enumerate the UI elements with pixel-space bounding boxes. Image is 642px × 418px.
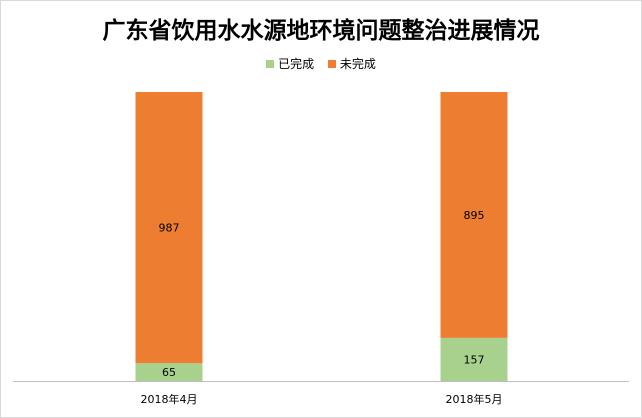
legend-swatch-pending — [327, 59, 336, 68]
bar-completed-1 — [440, 337, 508, 381]
bar-pending-1 — [440, 92, 508, 338]
legend-item-completed: 已完成 — [266, 55, 314, 72]
legend: 已完成 未完成 — [1, 55, 641, 72]
x-tick-label-1: 2018年5月 — [446, 392, 503, 406]
legend-label-completed: 已完成 — [278, 57, 315, 71]
legend-item-pending: 未完成 — [327, 55, 376, 72]
bar-pending-0 — [135, 92, 203, 364]
legend-label-pending: 未完成 — [339, 57, 376, 71]
data-label-pending-1: 895 — [464, 209, 485, 222]
chart-title: 广东省饮用水水源地环境问题整治进展情况 — [102, 17, 540, 44]
data-label-pending-0: 987 — [159, 222, 180, 235]
legend-swatch-completed — [266, 59, 275, 68]
bar-completed-0 — [135, 363, 203, 381]
data-label-completed-0: 65 — [162, 366, 176, 379]
x-tick-label-0: 2018年4月 — [141, 392, 198, 406]
data-label-completed-1: 157 — [464, 353, 485, 366]
